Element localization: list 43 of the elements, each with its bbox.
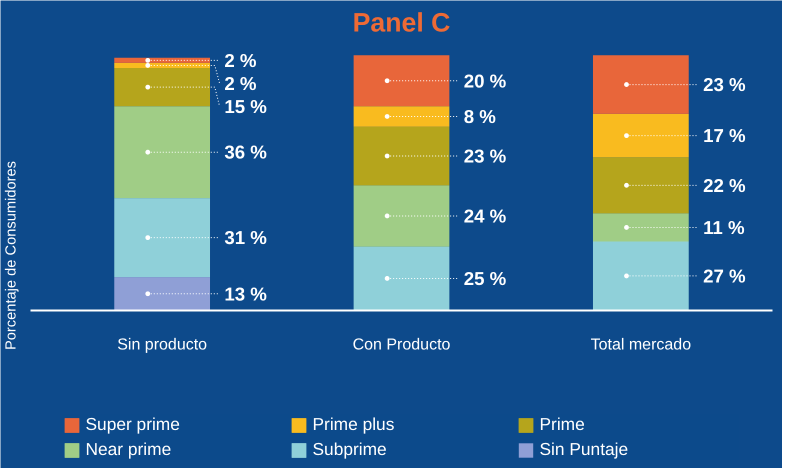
bar	[354, 55, 450, 106]
data-label: 2 %	[224, 50, 257, 71]
chart-title: Panel C	[352, 8, 450, 38]
x-tick-label: Sin producto	[117, 336, 208, 354]
data-label: 22 %	[703, 174, 746, 196]
bar	[114, 58, 210, 63]
data-label: 8 %	[464, 106, 496, 127]
legend-label: Prime	[540, 414, 586, 435]
bar	[592, 213, 689, 242]
x-tick-label: Total mercado	[590, 336, 692, 354]
data-label: 2 %	[224, 72, 257, 94]
bar	[592, 157, 689, 214]
legend-label: Super prime	[86, 414, 181, 435]
bar	[354, 246, 450, 310]
data-label: 13 %	[224, 283, 268, 304]
data-label: 23 %	[703, 74, 746, 96]
data-label: 17 %	[703, 125, 746, 146]
y-axis-title: Porcentaje de Consumidores	[4, 160, 20, 350]
data-label: 36 %	[224, 142, 268, 163]
legend-label: Sin Puntaje	[540, 439, 630, 460]
data-label: 25 %	[464, 268, 507, 289]
bar	[354, 126, 450, 186]
data-label: 31 %	[224, 227, 268, 248]
data-label: 15 %	[224, 96, 268, 117]
bar	[592, 114, 689, 158]
data-label: 20 %	[464, 70, 507, 92]
bar	[592, 55, 689, 114]
bar	[354, 185, 450, 247]
bar	[114, 277, 210, 310]
data-label: 24 %	[464, 205, 507, 226]
legend-label: Prime plus	[312, 414, 396, 435]
bar	[114, 198, 210, 278]
data-label: 11 %	[703, 216, 745, 238]
legend-label: Near prime	[86, 439, 172, 460]
data-label: 27 %	[703, 265, 746, 286]
x-tick-label: Con Producto	[352, 336, 451, 354]
legend-label: Subprime	[312, 439, 388, 460]
bar	[114, 106, 210, 198]
bar	[354, 106, 450, 127]
data-label: 23 %	[464, 146, 507, 167]
bar	[592, 241, 689, 310]
bar	[114, 62, 210, 68]
bar	[114, 68, 210, 106]
